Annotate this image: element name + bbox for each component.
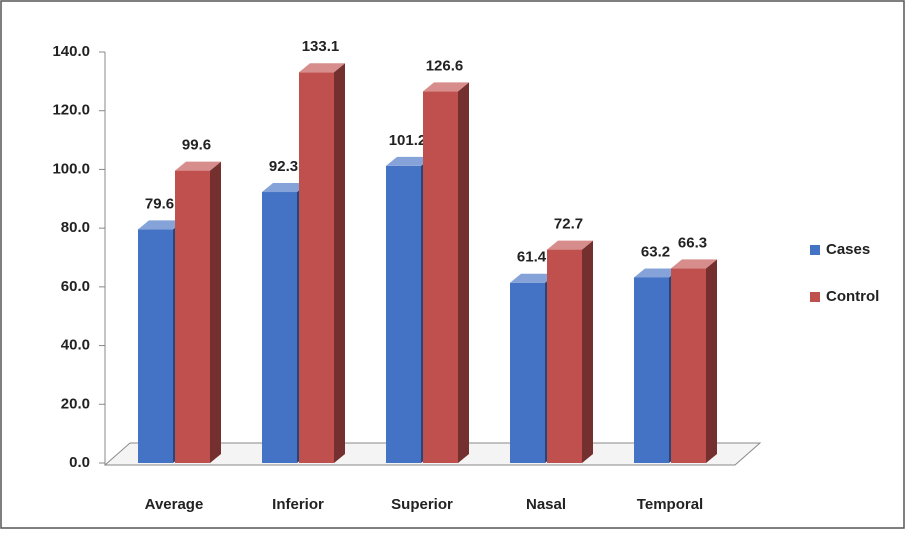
legend-swatch [810, 292, 820, 302]
bar [423, 82, 469, 464]
legend-label: Cases [826, 241, 870, 258]
bar-side [582, 240, 593, 463]
value-label: 66.3 [678, 234, 707, 251]
x-tick-label: Average [145, 496, 204, 513]
bar-front [510, 282, 545, 463]
x-tick-label: Superior [391, 496, 453, 513]
legend-swatch [810, 245, 820, 255]
bar-top [510, 273, 556, 283]
bar [262, 183, 308, 463]
bar-front [175, 170, 210, 464]
bar-top [175, 161, 221, 171]
bar-top [299, 63, 345, 73]
y-tick-label: 60.0 [61, 278, 90, 295]
bar-side [706, 259, 717, 463]
y-tick-label: 100.0 [52, 160, 90, 177]
y-tick-label: 80.0 [61, 219, 90, 236]
value-label: 126.6 [426, 57, 464, 74]
bar [175, 161, 221, 464]
bar-side [458, 82, 469, 464]
bar-top [262, 183, 308, 193]
value-label: 79.6 [145, 195, 174, 212]
y-tick-label: 120.0 [52, 102, 90, 119]
y-tick-label: 40.0 [61, 337, 90, 354]
bar-front [138, 229, 173, 463]
x-tick-label: Inferior [272, 496, 324, 513]
y-tick-label: 0.0 [69, 454, 90, 471]
bar [547, 240, 593, 463]
bar-side [210, 161, 221, 464]
value-label: 72.7 [554, 216, 583, 233]
bar [299, 63, 345, 463]
x-tick-label: Nasal [526, 496, 566, 513]
value-label: 92.3 [269, 158, 298, 175]
bar-front [386, 165, 421, 464]
bar-top [634, 268, 680, 278]
bar [671, 259, 717, 463]
bar-top [671, 259, 717, 269]
bar-top [547, 240, 593, 250]
legend-label: Control [826, 288, 879, 305]
value-label: 133.1 [302, 38, 340, 55]
bar-front [299, 72, 334, 463]
bar-top [423, 82, 469, 92]
value-label: 101.2 [389, 132, 427, 149]
y-tick-label: 20.0 [61, 395, 90, 412]
bar-front [547, 249, 582, 463]
bar-front [671, 268, 706, 463]
value-label: 61.4 [517, 249, 547, 266]
bar-top [138, 220, 184, 230]
bar-front [634, 277, 669, 463]
x-tick-label: Temporal [637, 496, 703, 513]
bar-front [423, 91, 458, 464]
bar-front [262, 192, 297, 463]
y-tick-label: 140.0 [52, 43, 90, 60]
value-label: 63.2 [641, 243, 670, 260]
value-label: 99.6 [182, 137, 211, 154]
bar-top [386, 156, 432, 166]
bar-side [334, 63, 345, 463]
